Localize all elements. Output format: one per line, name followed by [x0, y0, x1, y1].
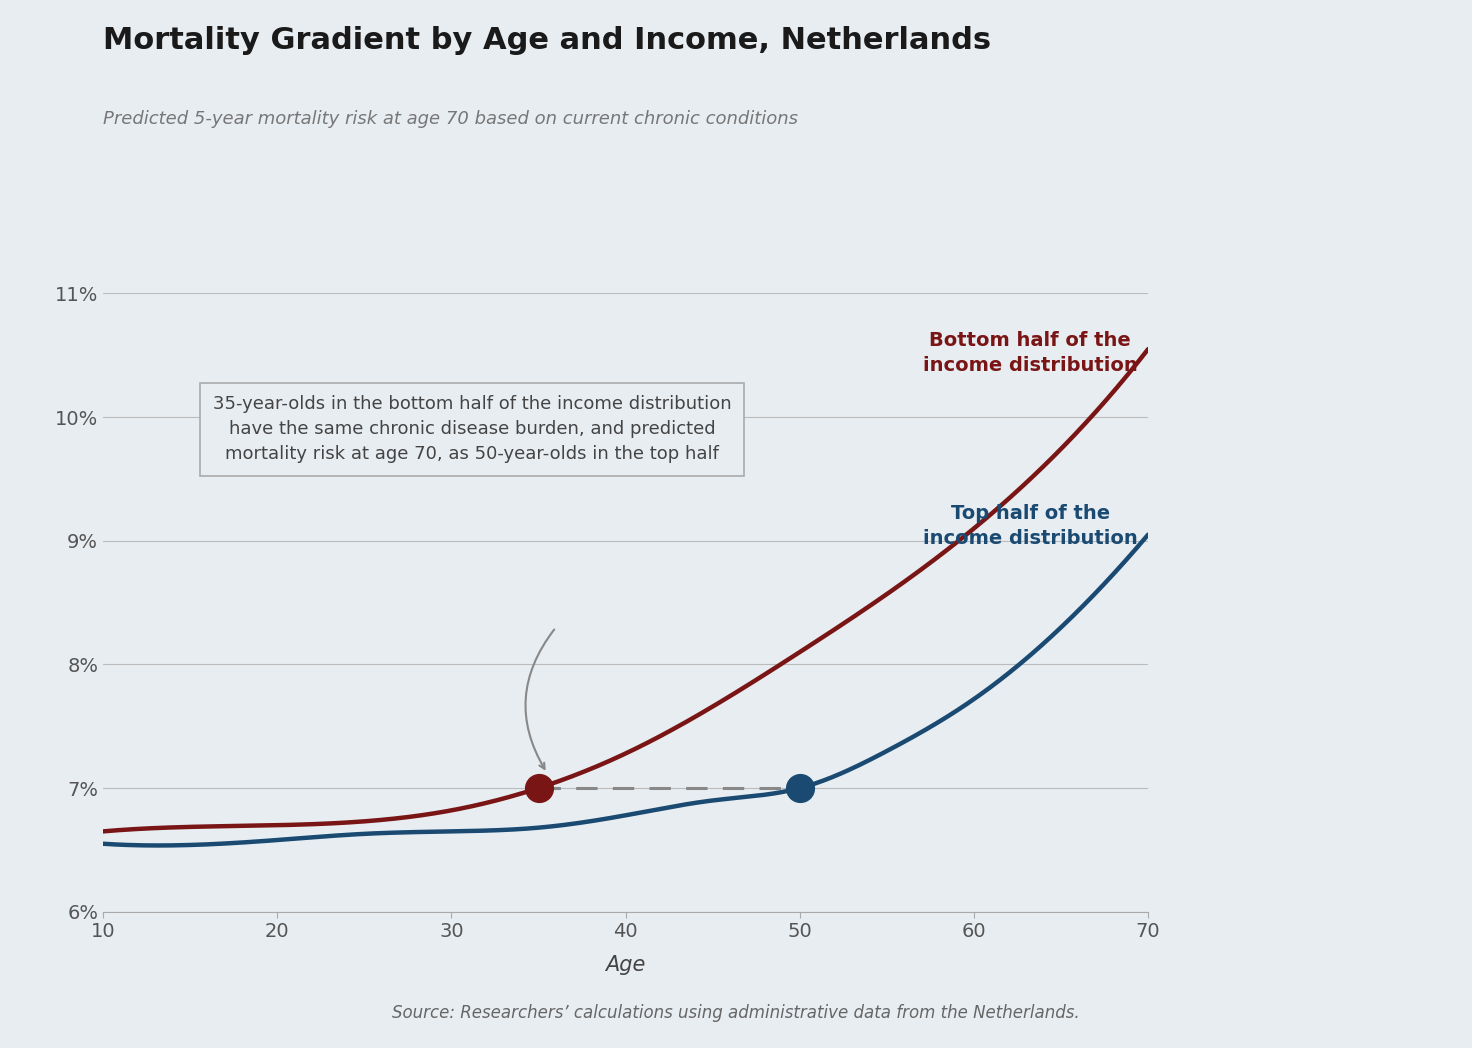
- Text: Bottom half of the
income distribution: Bottom half of the income distribution: [923, 330, 1138, 374]
- Text: Predicted 5-year mortality risk at age 70 based on current chronic conditions: Predicted 5-year mortality risk at age 7…: [103, 110, 798, 128]
- Text: Mortality Gradient by Age and Income, Netherlands: Mortality Gradient by Age and Income, Ne…: [103, 26, 991, 56]
- Text: Top half of the
income distribution: Top half of the income distribution: [923, 504, 1138, 548]
- X-axis label: Age: Age: [605, 955, 646, 975]
- Text: 35-year-olds in the bottom half of the income distribution
have the same chronic: 35-year-olds in the bottom half of the i…: [213, 395, 732, 463]
- Text: Source: Researchers’ calculations using administrative data from the Netherlands: Source: Researchers’ calculations using …: [392, 1004, 1080, 1022]
